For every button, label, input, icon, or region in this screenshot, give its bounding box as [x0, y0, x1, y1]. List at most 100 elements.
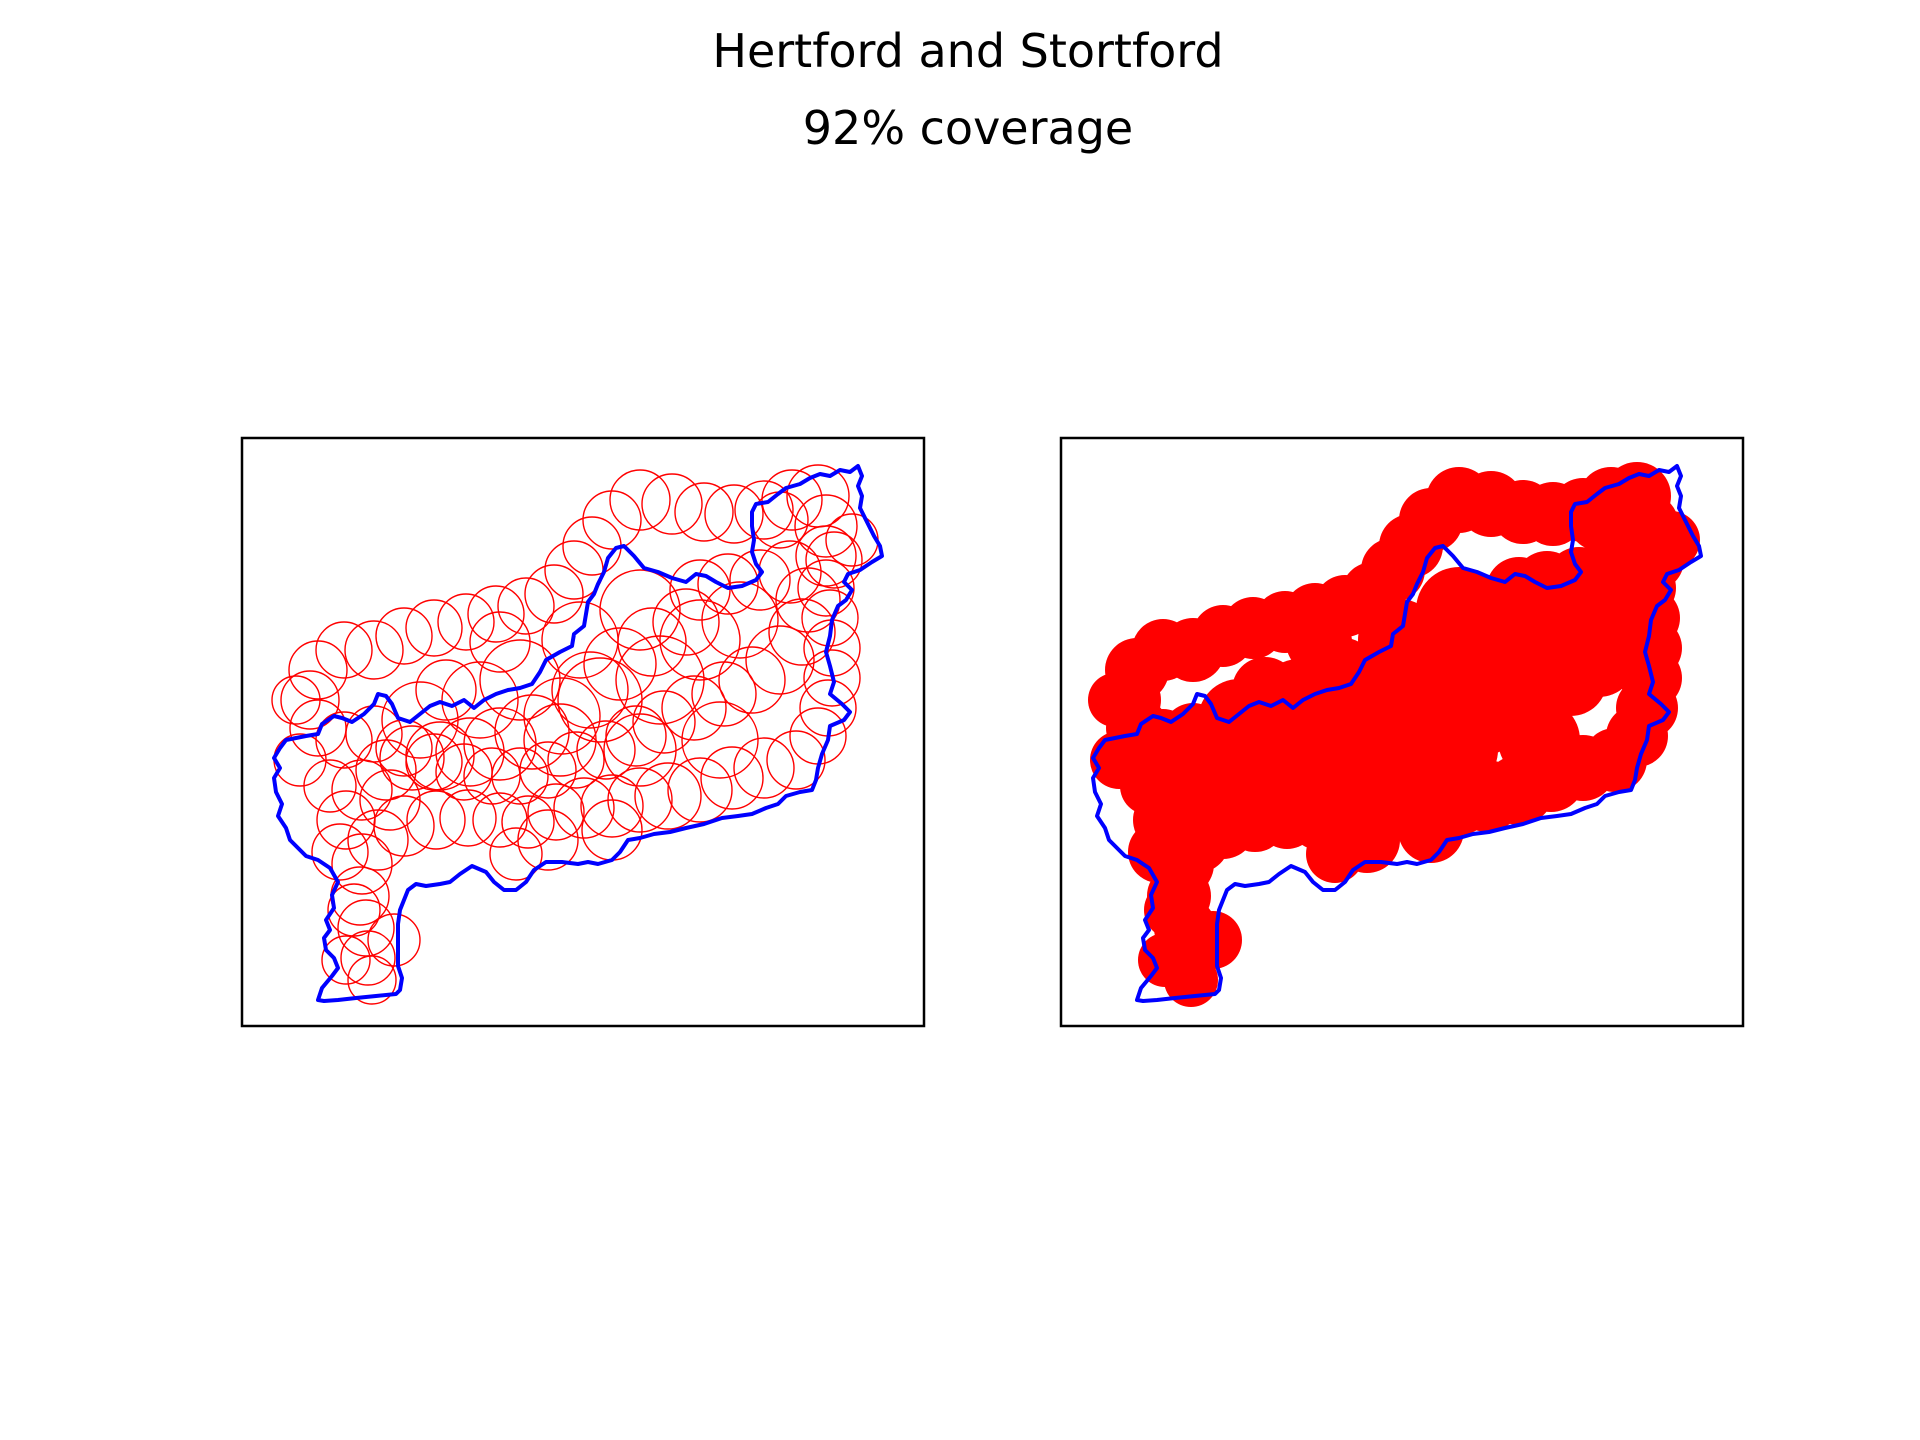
coverage-circle [632, 690, 696, 754]
figure-title: Hertford and Stortford [712, 24, 1223, 78]
coverage-circle [667, 757, 733, 823]
coverage-circle [406, 790, 466, 850]
coverage-circle [439, 789, 497, 847]
coverage-disc [1306, 825, 1364, 883]
coverage-circle [562, 516, 622, 576]
coverage-circle [273, 733, 327, 787]
coverage-circle [321, 935, 371, 985]
coverage-circle [634, 762, 702, 830]
coverage-circle [761, 469, 823, 531]
coverage-circle [367, 913, 421, 967]
coverage-circle [347, 955, 397, 1005]
coverage-circle [280, 670, 340, 730]
coverage-circle [605, 705, 667, 767]
coverage-circle [652, 588, 720, 656]
coverage-circle [523, 703, 597, 777]
coverage-circle [576, 720, 636, 780]
coverage-circle [467, 585, 525, 643]
coverage-circle [758, 540, 822, 604]
coverage-disc [1128, 821, 1190, 883]
coverage-circle [661, 675, 727, 741]
coverage-circle [435, 717, 505, 787]
coverage-circle [327, 883, 381, 937]
coverage-circle [789, 707, 847, 765]
coverage-disc [1398, 797, 1464, 863]
coverage-circle [469, 611, 531, 673]
coverage-circle [330, 866, 390, 926]
coverage-circle [491, 747, 549, 805]
coverage-circle [766, 730, 826, 790]
coverage-circle [344, 620, 404, 680]
coverage-circle [497, 577, 555, 635]
coverage-circle [751, 491, 809, 549]
coverage-circle [359, 769, 421, 831]
panel-frame-right [1059, 436, 1745, 1028]
coverage-circle [375, 607, 433, 665]
coverage-circle [551, 651, 629, 729]
coverage-circle [669, 559, 731, 621]
coverage-circle [617, 607, 687, 677]
coverage-circle [527, 783, 585, 841]
coverage-circle [729, 549, 791, 611]
coverage-disc [1176, 767, 1242, 833]
coverage-circle [441, 661, 519, 739]
coverage-circle [801, 589, 859, 647]
panel-frame-left [240, 436, 926, 1028]
coverage-circles-outline [271, 464, 879, 1005]
coverage-disc [1340, 701, 1418, 779]
coverage-circle [718, 646, 786, 714]
coverage-disc [1286, 609, 1352, 675]
coverage-circle [524, 564, 584, 624]
coverage-disc [1568, 489, 1630, 551]
coverage-disc [1518, 579, 1600, 661]
coverage-disc [1498, 699, 1580, 781]
coverage-circle [805, 531, 863, 589]
coverage-circle [700, 746, 764, 810]
coverage-disc [1088, 673, 1142, 727]
coverage-circle [581, 799, 643, 861]
coverage-disc [1642, 511, 1700, 569]
coverage-circle [472, 792, 528, 848]
coverage-circle [489, 827, 543, 881]
coverage-disc [1184, 911, 1242, 969]
coverage-circle [659, 599, 741, 681]
coverage-circle [734, 480, 794, 540]
coverage-circle [583, 627, 657, 701]
figure-subtitle: 92% coverage [803, 101, 1133, 155]
coverage-circle [345, 705, 403, 763]
coverage-circle [331, 759, 393, 821]
coverage-circle [701, 581, 779, 659]
coverage-circle [603, 713, 677, 787]
coverage-circle [745, 625, 815, 695]
coverage-circle [519, 741, 577, 799]
coverage-circle [674, 482, 734, 542]
coverage-circle [316, 790, 376, 850]
coverage-circle [379, 725, 445, 791]
constituency-boundary-right [1091, 464, 1703, 1003]
coverage-circle [582, 490, 642, 550]
coverage-circle [803, 649, 861, 707]
coverage-circle [479, 639, 561, 721]
coverage-circle [733, 737, 795, 799]
constituency-boundary-left [272, 464, 884, 1003]
coverage-circle [340, 930, 396, 986]
coverage-circle [437, 593, 495, 651]
coverage-circle [315, 621, 373, 679]
panel-filled-coverage [1088, 462, 1703, 1007]
coverage-circle [547, 731, 605, 789]
coverage-circle [415, 659, 477, 721]
coverage-circle [405, 599, 463, 657]
coverage-circle [337, 899, 395, 957]
coverage-circle [697, 553, 759, 615]
coverage-circle [609, 469, 671, 531]
coverage-circle [303, 759, 357, 813]
coverage-circle [557, 657, 643, 743]
coverage-circle [797, 559, 855, 617]
coverage-circle [501, 795, 555, 849]
coverage-circle [541, 601, 619, 679]
coverage-disc [1420, 711, 1498, 789]
coverage-circle [355, 739, 417, 801]
coverage-circle [311, 823, 369, 881]
coverage-area-filled [1088, 462, 1700, 1007]
